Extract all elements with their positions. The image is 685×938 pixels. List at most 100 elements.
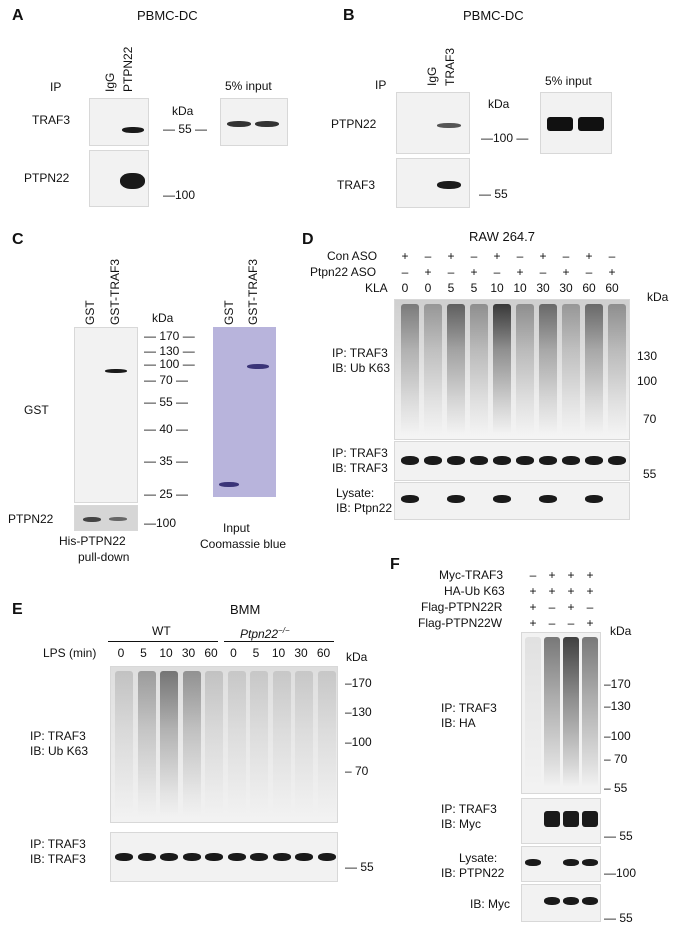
band <box>182 853 201 861</box>
panel-d-kda: kDa <box>647 290 669 304</box>
lane-smear <box>227 671 246 816</box>
panel-f-sign-value: – <box>548 600 556 614</box>
band <box>437 123 461 128</box>
panel-c-marker-70: — 70 — <box>144 373 189 387</box>
band <box>547 117 573 131</box>
panel-d-con-aso-value: – <box>562 249 570 263</box>
panel-f-marker-55-mid: — 55 <box>604 829 633 843</box>
panel-f-blot2-label-2: IB: Myc <box>441 817 482 831</box>
panel-e-lps-label: LPS (min) <box>43 646 97 660</box>
band <box>401 495 419 503</box>
panel-e-marker-55: — 55 <box>345 860 374 874</box>
panel-f-blot-ha <box>521 632 601 794</box>
panel-c-kda: kDa <box>152 311 174 325</box>
band <box>563 859 579 866</box>
band <box>544 897 560 905</box>
panel-c-blot-gst <box>74 327 138 503</box>
panel-e-wt-underline <box>108 641 218 642</box>
lane-smear <box>585 304 603 434</box>
band <box>582 859 598 866</box>
panel-d-ptpn22-aso-value: + <box>516 265 524 279</box>
panel-b-lane-traf3: TRAF3 <box>443 47 457 86</box>
band <box>470 456 488 465</box>
panel-f-marker-70: – 70 <box>604 752 628 766</box>
panel-e-time-value: 10 <box>159 646 173 660</box>
panel-b-letter: B <box>343 7 355 24</box>
panel-e-kda: kDa <box>346 650 368 664</box>
panel-f-sign-value: + <box>529 584 537 598</box>
panel-c-blot-ptpn22 <box>74 505 138 531</box>
panel-e-title: BMM <box>230 602 261 617</box>
panel-e-time-value: 5 <box>252 646 260 660</box>
panel-d-marker-130: 130 <box>637 349 658 363</box>
panel-f-sign-value: + <box>586 616 594 630</box>
panel-d-kla-value: 10 <box>513 281 527 295</box>
lane-smear <box>317 671 336 816</box>
panel-a-letter: A <box>12 7 24 24</box>
panel-f-marker-170: –170 <box>604 677 631 691</box>
panel-d-blot-lysate <box>394 482 630 520</box>
panel-f-sign-value: + <box>529 600 537 614</box>
panel-d-ptpn22-aso-value: + <box>470 265 478 279</box>
panel-d-blot2-label-2: IB: TRAF3 <box>332 461 388 475</box>
panel-c-marker-55: — 55 — <box>144 395 189 409</box>
panel-c-marker-35: — 35 — <box>144 454 189 468</box>
band <box>115 853 133 861</box>
panel-b-marker-55: — 55 <box>479 187 508 201</box>
band <box>109 517 127 521</box>
panel-f-sign-value: + <box>567 568 575 582</box>
panel-d-con-aso-value: – <box>424 249 432 263</box>
panel-d-blot3-label-2: IB: Ptpn22 <box>336 501 393 515</box>
band <box>219 482 239 487</box>
panel-a-marker-100: —100 <box>163 188 196 202</box>
panel-d-ptpn22-aso-value: – <box>585 265 593 279</box>
panel-b-input-label: 5% input <box>545 74 592 88</box>
panel-d-row-kla: KLA <box>365 281 388 295</box>
panel-c-row-ptpn22: PTPN22 <box>8 512 54 526</box>
band <box>447 456 465 465</box>
band <box>255 121 279 127</box>
panel-a-input-label: 5% input <box>225 79 272 93</box>
panel-b-row-traf3: TRAF3 <box>337 178 376 192</box>
panel-c-letter: C <box>12 231 24 248</box>
panel-d-ptpn22-aso-value: + <box>562 265 570 279</box>
panel-d-title: RAW 264.7 <box>469 229 535 244</box>
panel-f-marker-55-bottom: — 55 <box>604 911 633 925</box>
band <box>247 364 269 369</box>
panel-b-row-ptpn22: PTPN22 <box>331 117 377 131</box>
panel-d-con-aso-value: + <box>401 249 409 263</box>
panel-f-blot-myc <box>521 884 601 922</box>
lane-smear <box>272 671 291 816</box>
band <box>437 181 461 189</box>
panel-b-marker-100: —100 — <box>481 131 529 145</box>
panel-e-group-ko: Ptpn22−/− <box>240 624 290 641</box>
lane-smear <box>295 671 313 816</box>
panel-f-blot3-label-2: IB: PTPN22 <box>441 866 505 880</box>
panel-b-blot-ptpn22 <box>396 92 470 154</box>
band <box>272 853 291 861</box>
panel-a-blot-traf3 <box>89 98 149 146</box>
panel-f-sign-value: – <box>529 568 537 582</box>
band <box>582 811 598 827</box>
panel-e-group-wt: WT <box>152 624 171 638</box>
band <box>295 853 313 861</box>
band <box>493 495 511 503</box>
band <box>539 495 557 503</box>
band <box>563 897 579 905</box>
lane-smear <box>205 671 223 816</box>
panel-d-blot-ubk63 <box>394 299 630 440</box>
panel-c-marker-bottom: —100 <box>144 516 177 530</box>
panel-d-con-aso-value: – <box>608 249 616 263</box>
panel-d-ptpn22-aso-value: + <box>608 265 616 279</box>
panel-a-row-ptpn22: PTPN22 <box>24 171 70 185</box>
panel-d-marker-70: 70 <box>643 412 657 426</box>
panel-a-ip-label: IP <box>50 80 62 94</box>
band <box>562 456 580 465</box>
band <box>160 853 178 861</box>
panel-f-marker-100-lysate: —100 <box>604 866 637 880</box>
panel-c-marker-170: — 170 — <box>144 329 195 343</box>
panel-d-kla-value: 0 <box>401 281 409 295</box>
panel-e-marker-170: –170 <box>345 676 372 690</box>
band <box>401 456 419 465</box>
panel-f-row-flag-w: Flag-PTPN22W <box>418 616 503 630</box>
